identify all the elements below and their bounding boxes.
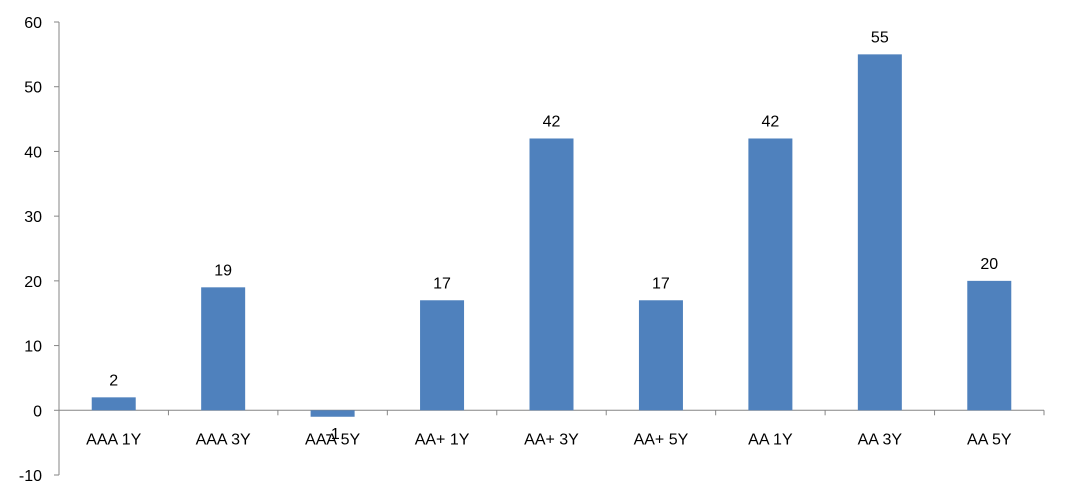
bar	[529, 138, 574, 411]
y-tick-label: 60	[24, 15, 42, 32]
data-label: -1	[325, 426, 339, 443]
y-tick-label: -10	[19, 468, 42, 485]
bar	[420, 300, 465, 411]
category-label: AA+ 1Y	[415, 431, 470, 448]
y-tick-label: 10	[24, 339, 42, 356]
x-axis	[58, 409, 1045, 416]
data-label: 42	[761, 113, 779, 130]
bar	[91, 397, 136, 411]
bar	[638, 300, 683, 411]
data-label: 20	[980, 256, 998, 273]
category-label: AAA 5Y	[305, 431, 360, 448]
data-labels: 2 19 -1 17 42 17 42 55 20	[109, 29, 998, 442]
data-label: 17	[433, 275, 451, 292]
category-labels: AAA 1Y AAA 3Y AAA 5Y AA+ 1Y AA+ 3Y AA+ 5Y AA 1…	[86, 431, 1012, 448]
y-axis: 60 50 40 30 20 10 0 -10	[19, 15, 60, 485]
category-label: AA+ 3Y	[524, 431, 579, 448]
data-label: 55	[871, 29, 889, 46]
y-tick-label: 20	[24, 274, 42, 291]
category-label: AAA 3Y	[196, 431, 251, 448]
data-label: 19	[214, 262, 232, 279]
y-tick-label: 0	[33, 403, 42, 420]
category-label: AA+ 5Y	[634, 431, 689, 448]
data-label: 17	[652, 275, 670, 292]
data-label: 42	[543, 113, 561, 130]
bar	[201, 287, 246, 411]
category-label: AA 3Y	[858, 431, 903, 448]
bar	[857, 54, 902, 411]
data-label: 2	[109, 372, 118, 389]
bar	[967, 280, 1012, 411]
bar	[310, 410, 355, 417]
y-tick-label: 50	[24, 80, 42, 97]
bars	[91, 54, 1012, 417]
category-label: AAA 1Y	[86, 431, 141, 448]
bar	[748, 138, 793, 411]
y-tick-label: 30	[24, 209, 42, 226]
category-label: AA 1Y	[748, 431, 793, 448]
category-label: AA 5Y	[967, 431, 1012, 448]
y-tick-label: 40	[24, 144, 42, 161]
